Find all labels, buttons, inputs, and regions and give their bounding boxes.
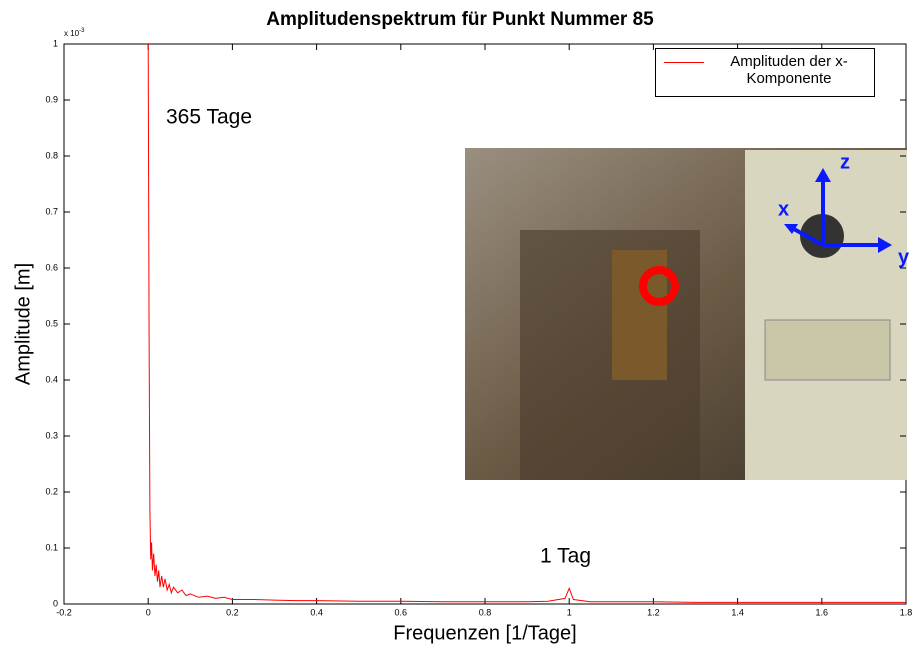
y-tick-label: 0.3 [45, 430, 58, 440]
y-tick-label: 0.7 [45, 206, 58, 216]
x-tick-label: 1.2 [647, 607, 660, 617]
photo-nave [520, 230, 700, 480]
y-axis-label: Amplitude [m] [12, 263, 34, 385]
annotation: 365 Tage [166, 106, 252, 129]
y-tick-label: 0.9 [45, 94, 58, 104]
x-tick-label: 0.6 [395, 607, 408, 617]
x-tick-label: 0 [146, 607, 151, 617]
arrow-x [791, 226, 824, 247]
legend-label: Amplituden der x-Komponente [730, 53, 848, 87]
y-tick-label: 0.1 [45, 542, 58, 552]
photo-keypad [764, 319, 891, 381]
y-scale-base: x 10 [64, 29, 80, 38]
y-tick-label: 0.4 [45, 374, 58, 384]
x-tick-label: 0.4 [310, 607, 323, 617]
y-tick-label: 0.2 [45, 486, 58, 496]
y-tick-label: 0.6 [45, 262, 58, 272]
x-tick-label: 0.8 [479, 607, 492, 617]
arrow-head [815, 168, 831, 182]
x-tick-label: 1 [567, 607, 572, 617]
annotation: 1 Tag [540, 545, 591, 568]
x-tick-label: 0.2 [226, 607, 239, 617]
y-scale-exponent: -3 [79, 28, 85, 34]
x-tick-label: 1.8 [900, 607, 913, 617]
x-tick-label: 1.4 [731, 607, 744, 617]
axis-label-y: y [898, 246, 910, 268]
legend: Amplituden der x-Komponente [655, 48, 875, 97]
chart-title: Amplitudenspektrum für Punkt Nummer 85 [266, 9, 654, 30]
x-tick-label: 1.6 [816, 607, 829, 617]
y-tick-label: 1 [53, 38, 58, 48]
target-marker [639, 266, 679, 306]
y-tick-label: 0 [53, 598, 58, 608]
legend-swatch [664, 62, 704, 63]
axes-arrows [791, 178, 882, 247]
x-tick-label: -0.2 [56, 607, 72, 617]
y-tick-label: 0.8 [45, 150, 58, 160]
axis-label-z: z [840, 151, 850, 173]
y-tick-label: 0.5 [45, 318, 58, 328]
data-line [147, 44, 906, 603]
photo-instrument [745, 150, 907, 480]
x-axis-label: Frequenzen [1/Tage] [393, 622, 576, 644]
arrow-head [784, 224, 798, 234]
photo-inset: z x y [465, 148, 910, 480]
axis-label-x: x [778, 198, 789, 220]
arrow-head [878, 237, 892, 253]
y-scale-label: x 10-3 [64, 28, 85, 39]
